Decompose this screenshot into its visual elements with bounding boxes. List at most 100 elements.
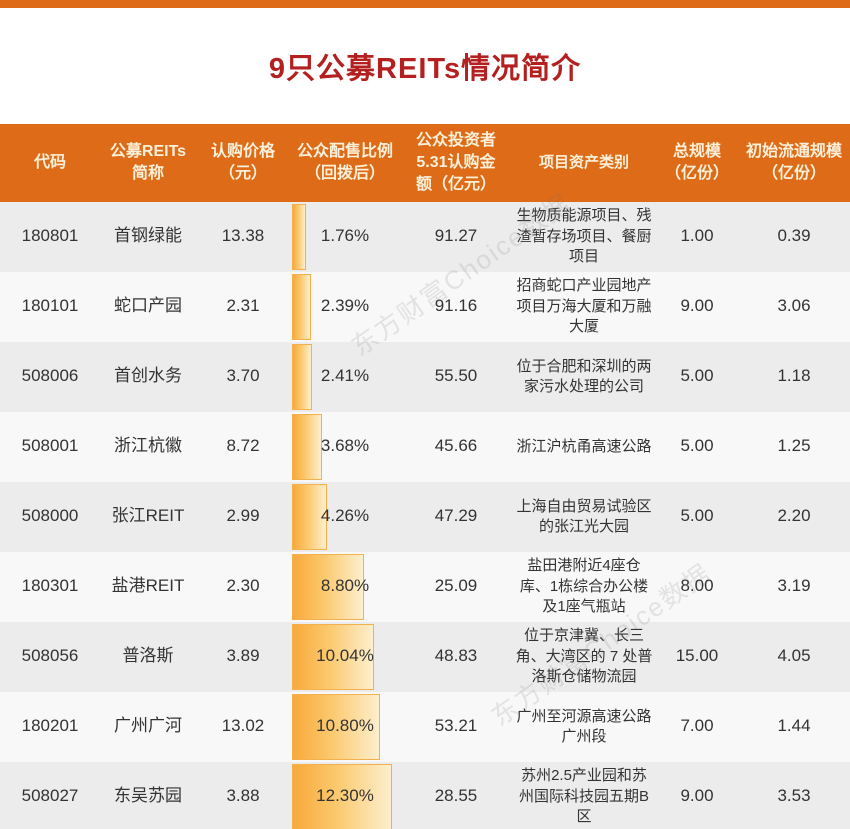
ratio-value: 10.80% xyxy=(316,716,374,736)
table-row: 508056 普洛斯 3.89 10.04% 48.83 位于京津冀、长三角、大湾区的 7… xyxy=(0,621,850,692)
cell-total: 9.00 xyxy=(680,296,714,316)
ratio-value: 12.30% xyxy=(316,786,374,806)
cell-price: 3.70 xyxy=(226,366,260,386)
cell-asset: 苏州2.5产业园和苏州国际科技园五期B区 xyxy=(518,767,649,825)
cell-name: 首钢绿能 xyxy=(114,226,182,246)
cell-amount: 45.66 xyxy=(434,436,478,456)
column-header-amount: 公众投资者 5.31认购金 额（亿元） xyxy=(415,132,496,193)
ratio-value: 2.39% xyxy=(320,296,370,316)
column-header-price: 认购价格 （元） xyxy=(210,143,275,182)
cell-price: 2.30 xyxy=(226,576,260,596)
cell-amount: 55.50 xyxy=(434,366,478,386)
column-header-name: 公募REITs 简称 xyxy=(109,143,187,182)
cell-code: 180801 xyxy=(21,226,79,246)
cell-total: 5.00 xyxy=(680,506,714,526)
cell-ratio: 1.76% xyxy=(290,202,400,272)
cell-asset: 位于合肥和深圳的两家污水处理的公司 xyxy=(516,357,652,395)
ratio-data-bar xyxy=(292,343,312,410)
ratio-value: 10.04% xyxy=(316,646,374,666)
ratio-data-bar xyxy=(292,763,393,829)
cell-code: 508001 xyxy=(21,436,79,456)
cell-code: 180201 xyxy=(21,716,79,736)
top-accent-bar xyxy=(0,0,850,8)
ratio-data-bar xyxy=(292,413,322,480)
ratio-data-bar xyxy=(292,273,312,340)
table-row: 508027 东吴苏园 3.88 12.30% 28.55 苏州2.5产业园和苏州国际科技… xyxy=(0,761,850,829)
cell-name: 浙江杭徽 xyxy=(114,436,182,456)
cell-code: 508000 xyxy=(21,506,79,526)
cell-amount: 47.29 xyxy=(434,506,478,526)
cell-ratio: 2.39% xyxy=(290,272,400,342)
cell-float: 3.19 xyxy=(777,576,811,596)
cell-ratio: 4.26% xyxy=(290,482,400,552)
cell-price: 8.72 xyxy=(226,436,260,456)
column-header-asset: 项目资产类别 xyxy=(538,153,629,171)
cell-float: 3.53 xyxy=(777,786,811,806)
cell-price: 2.31 xyxy=(226,296,260,316)
cell-asset: 招商蛇口产业园地产项目万海大厦和万融大厦 xyxy=(516,277,652,335)
ratio-data-bar xyxy=(292,623,374,690)
cell-amount: 48.83 xyxy=(434,646,478,666)
cell-ratio: 2.41% xyxy=(290,342,400,412)
table-row: 508000 张江REIT 2.99 4.26% 47.29 上海自由贸易试验区的张江光大… xyxy=(0,481,850,552)
cell-float: 1.25 xyxy=(777,436,811,456)
ratio-value: 8.80% xyxy=(320,576,370,596)
cell-asset: 生物质能源项目、残渣暂存场项目、餐厨项目 xyxy=(516,207,652,265)
cell-amount: 91.16 xyxy=(434,296,478,316)
table-row: 180101 蛇口产园 2.31 2.39% 91.16 招商蛇口产业园地产项目万海大厦和… xyxy=(0,271,850,342)
cell-ratio: 8.80% xyxy=(290,552,400,622)
cell-ratio: 10.04% xyxy=(290,622,400,692)
cell-price: 13.38 xyxy=(221,226,265,246)
reits-table: 代码 公募REITs 简称 认购价格 （元） 公众配售比例 （回拨后） 公众投资者 5.… xyxy=(0,123,850,829)
cell-float: 4.05 xyxy=(777,646,811,666)
cell-amount: 25.09 xyxy=(434,576,478,596)
ratio-data-bar xyxy=(292,553,364,620)
cell-float: 1.18 xyxy=(777,366,811,386)
column-header-float: 初始流通规模 （亿份） xyxy=(745,143,842,182)
cell-float: 2.20 xyxy=(777,506,811,526)
cell-total: 7.00 xyxy=(680,716,714,736)
cell-float: 1.44 xyxy=(777,716,811,736)
table-row: 180201 广州广河 13.02 10.80% 53.21 广州至河源高速公路广州段 7.… xyxy=(0,691,850,762)
column-header-code: 代码 xyxy=(33,154,66,172)
column-header-total: 总规模 （亿份） xyxy=(664,143,729,182)
cell-asset: 广州至河源高速公路广州段 xyxy=(516,707,652,745)
cell-total: 9.00 xyxy=(680,786,714,806)
cell-name: 盐港REIT xyxy=(111,576,185,596)
cell-amount: 91.27 xyxy=(434,226,478,246)
cell-price: 13.02 xyxy=(221,716,265,736)
cell-name: 广州广河 xyxy=(114,716,182,736)
ratio-value: 3.68% xyxy=(320,436,370,456)
table-row: 508006 首创水务 3.70 2.41% 55.50 位于合肥和深圳的两家污水处理的公… xyxy=(0,341,850,412)
ratio-value: 1.76% xyxy=(320,226,370,246)
cell-total: 15.00 xyxy=(675,646,719,666)
ratio-data-bar xyxy=(292,203,307,270)
cell-price: 3.89 xyxy=(226,646,260,666)
cell-price: 3.88 xyxy=(226,786,260,806)
ratio-data-bar xyxy=(292,693,380,760)
cell-total: 5.00 xyxy=(680,366,714,386)
cell-amount: 53.21 xyxy=(434,716,478,736)
cell-code: 180301 xyxy=(21,576,79,596)
cell-total: 5.00 xyxy=(680,436,714,456)
cell-name: 首创水务 xyxy=(114,366,182,386)
cell-code: 508056 xyxy=(21,646,79,666)
table-row: 180301 盐港REIT 2.30 8.80% 25.09 盐田港附近4座仓库、1栋综合… xyxy=(0,551,850,622)
ratio-value: 2.41% xyxy=(320,366,370,386)
cell-name: 普洛斯 xyxy=(122,646,174,666)
cell-code: 508027 xyxy=(21,786,79,806)
cell-ratio: 10.80% xyxy=(290,692,400,762)
ratio-value: 4.26% xyxy=(320,506,370,526)
cell-total: 1.00 xyxy=(680,226,714,246)
cell-name: 张江REIT xyxy=(111,506,185,526)
cell-price: 2.99 xyxy=(226,506,260,526)
cell-amount: 28.55 xyxy=(434,786,478,806)
column-header-ratio: 公众配售比例 （回拨后） xyxy=(296,143,393,182)
cell-name: 蛇口产园 xyxy=(114,296,182,316)
page-title: 9只公募REITs情况简介 xyxy=(268,52,582,85)
cell-name: 东吴苏园 xyxy=(114,786,182,806)
cell-asset: 位于京津冀、长三角、大湾区的 7 处普洛斯仓储物流园 xyxy=(515,627,653,685)
cell-total: 8.00 xyxy=(680,576,714,596)
cell-ratio: 12.30% xyxy=(290,762,400,829)
